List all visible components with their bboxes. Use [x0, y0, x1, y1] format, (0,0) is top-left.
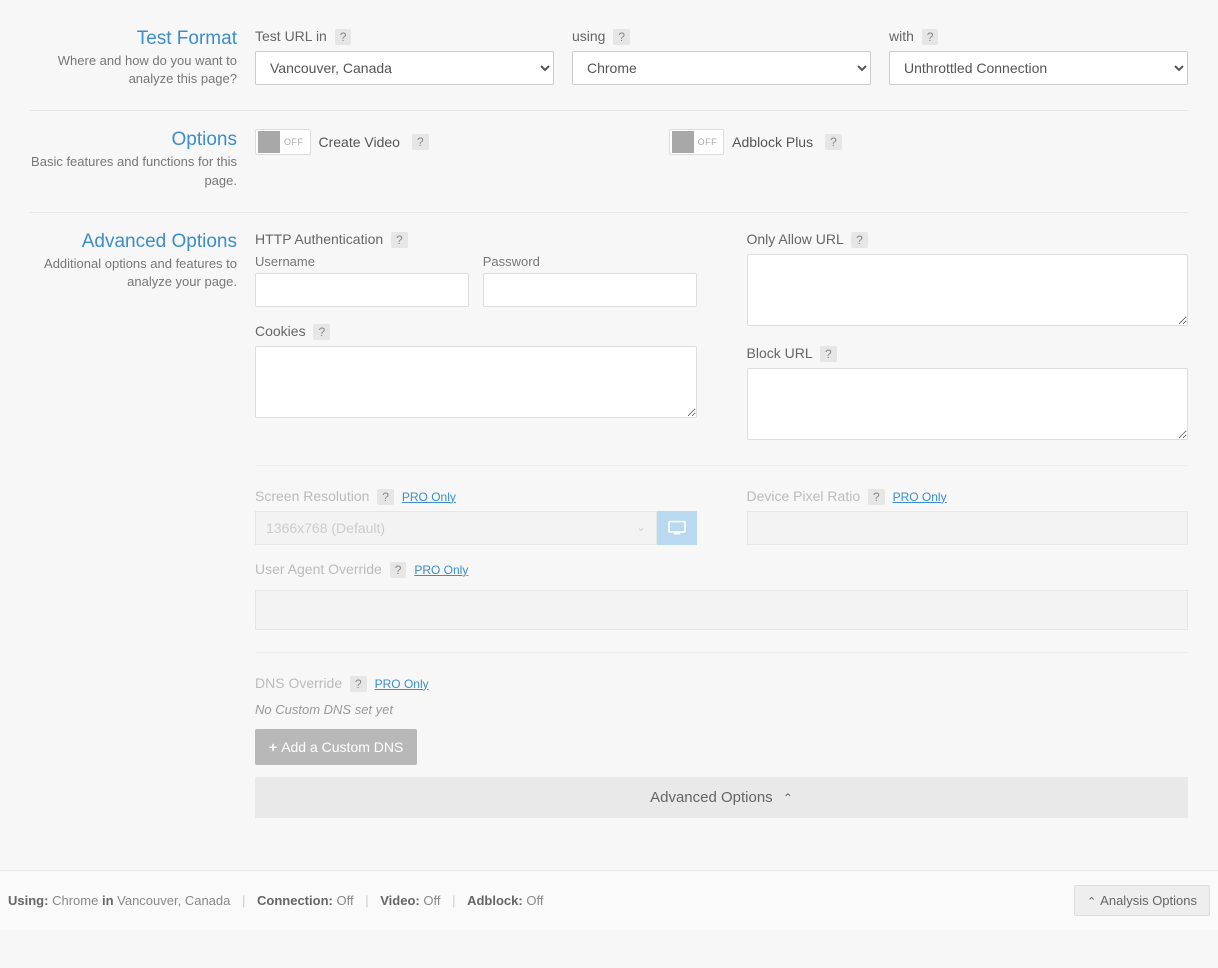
- http-auth-label: HTTP Authentication: [255, 231, 383, 247]
- divider: [255, 465, 1188, 466]
- test-format-section: Test Format Where and how do you want to…: [30, 10, 1188, 111]
- help-icon[interactable]: ?: [851, 232, 868, 248]
- test-format-subtitle: Where and how do you want to analyze thi…: [30, 52, 237, 88]
- device-pixel-input: [747, 511, 1189, 545]
- help-icon[interactable]: ?: [820, 346, 837, 362]
- advanced-options-collapse-bar[interactable]: Advanced Options ⌃: [255, 777, 1188, 818]
- password-input[interactable]: [483, 273, 697, 307]
- plus-icon: +: [269, 739, 277, 755]
- toggle-knob-icon: [672, 131, 694, 153]
- help-icon[interactable]: ?: [412, 134, 429, 150]
- advanced-title: Advanced Options: [30, 231, 237, 253]
- screen-res-placeholder: 1366x768 (Default): [266, 520, 385, 536]
- options-section: Options Basic features and functions for…: [30, 111, 1188, 212]
- pro-only-link[interactable]: PRO Only: [402, 490, 456, 504]
- cookies-textarea[interactable]: [255, 346, 697, 418]
- footer-adblock: Off: [526, 893, 543, 908]
- test-format-title: Test Format: [30, 28, 237, 50]
- test-url-label: Test URL in: [255, 28, 327, 44]
- advanced-toggle-label: Advanced Options: [650, 789, 773, 806]
- location-select[interactable]: Vancouver, Canada: [255, 51, 554, 85]
- footer-adblock-label: Adblock:: [467, 893, 523, 908]
- user-agent-label: User Agent Override: [255, 561, 382, 577]
- help-icon[interactable]: ?: [922, 29, 939, 45]
- connection-label: with: [889, 28, 914, 44]
- footer-video: Off: [423, 893, 440, 908]
- options-subtitle: Basic features and functions for this pa…: [30, 153, 237, 189]
- block-url-textarea[interactable]: [747, 368, 1189, 440]
- device-pixel-label: Device Pixel Ratio: [747, 488, 861, 504]
- pro-only-link[interactable]: PRO Only: [375, 677, 429, 691]
- footer-bar: Using: Chrome in Vancouver, Canada | Con…: [0, 870, 1218, 930]
- help-icon[interactable]: ?: [350, 676, 367, 692]
- screen-res-select: 1366x768 (Default) ⌄: [255, 511, 657, 545]
- cookies-label: Cookies: [255, 323, 306, 339]
- footer-video-label: Video:: [380, 893, 420, 908]
- toggle-knob-icon: [258, 131, 280, 153]
- help-icon[interactable]: ?: [377, 489, 394, 505]
- user-agent-input: [255, 590, 1188, 630]
- help-icon[interactable]: ?: [825, 134, 842, 150]
- pro-only-link[interactable]: PRO Only: [893, 490, 947, 504]
- connection-select[interactable]: Unthrottled Connection: [889, 51, 1188, 85]
- advanced-subtitle: Additional options and features to analy…: [30, 255, 237, 291]
- help-icon[interactable]: ?: [390, 562, 407, 578]
- username-label: Username: [255, 254, 469, 269]
- only-allow-url-label: Only Allow URL: [747, 231, 844, 247]
- footer-location: Vancouver, Canada: [117, 893, 230, 908]
- advanced-options-section: Advanced Options Additional options and …: [30, 213, 1188, 840]
- create-video-state: OFF: [282, 137, 310, 147]
- help-icon[interactable]: ?: [313, 324, 330, 340]
- block-url-label: Block URL: [747, 345, 813, 361]
- dns-override-label: DNS Override: [255, 675, 342, 691]
- create-video-toggle[interactable]: OFF: [255, 129, 311, 155]
- monitor-icon: [657, 511, 697, 545]
- divider: [255, 652, 1188, 653]
- footer-browser: Chrome: [52, 893, 98, 908]
- footer-connection-label: Connection:: [257, 893, 333, 908]
- password-label: Password: [483, 254, 697, 269]
- pro-only-link[interactable]: PRO Only: [414, 563, 468, 577]
- options-title: Options: [30, 129, 237, 151]
- dns-status-text: No Custom DNS set yet: [255, 702, 1188, 717]
- browser-select[interactable]: Chrome: [572, 51, 871, 85]
- analysis-options-button[interactable]: ⌃Analysis Options: [1074, 885, 1210, 916]
- help-icon[interactable]: ?: [868, 489, 885, 505]
- chevron-down-icon: ⌄: [636, 521, 645, 534]
- footer-connection: Off: [336, 893, 353, 908]
- add-custom-dns-button[interactable]: +Add a Custom DNS: [255, 729, 417, 765]
- create-video-label: Create Video: [319, 134, 400, 150]
- chevron-up-icon: ⌃: [783, 791, 793, 805]
- using-label: Using:: [8, 893, 48, 908]
- adblock-state: OFF: [696, 137, 724, 147]
- help-icon[interactable]: ?: [391, 232, 408, 248]
- separator: |: [452, 893, 455, 908]
- separator: |: [365, 893, 368, 908]
- username-input[interactable]: [255, 273, 469, 307]
- browser-label: using: [572, 28, 605, 44]
- footer-in: in: [102, 893, 114, 908]
- separator: |: [242, 893, 245, 908]
- help-icon[interactable]: ?: [335, 29, 352, 45]
- screen-res-label: Screen Resolution: [255, 488, 369, 504]
- footer-summary: Using: Chrome in Vancouver, Canada | Con…: [8, 893, 543, 908]
- chevron-up-icon: ⌃: [1087, 896, 1096, 908]
- adblock-toggle[interactable]: OFF: [669, 129, 725, 155]
- only-allow-url-textarea[interactable]: [747, 254, 1189, 326]
- analysis-options-panel: Test Format Where and how do you want to…: [0, 0, 1218, 840]
- adblock-label: Adblock Plus: [732, 134, 813, 150]
- help-icon[interactable]: ?: [613, 29, 630, 45]
